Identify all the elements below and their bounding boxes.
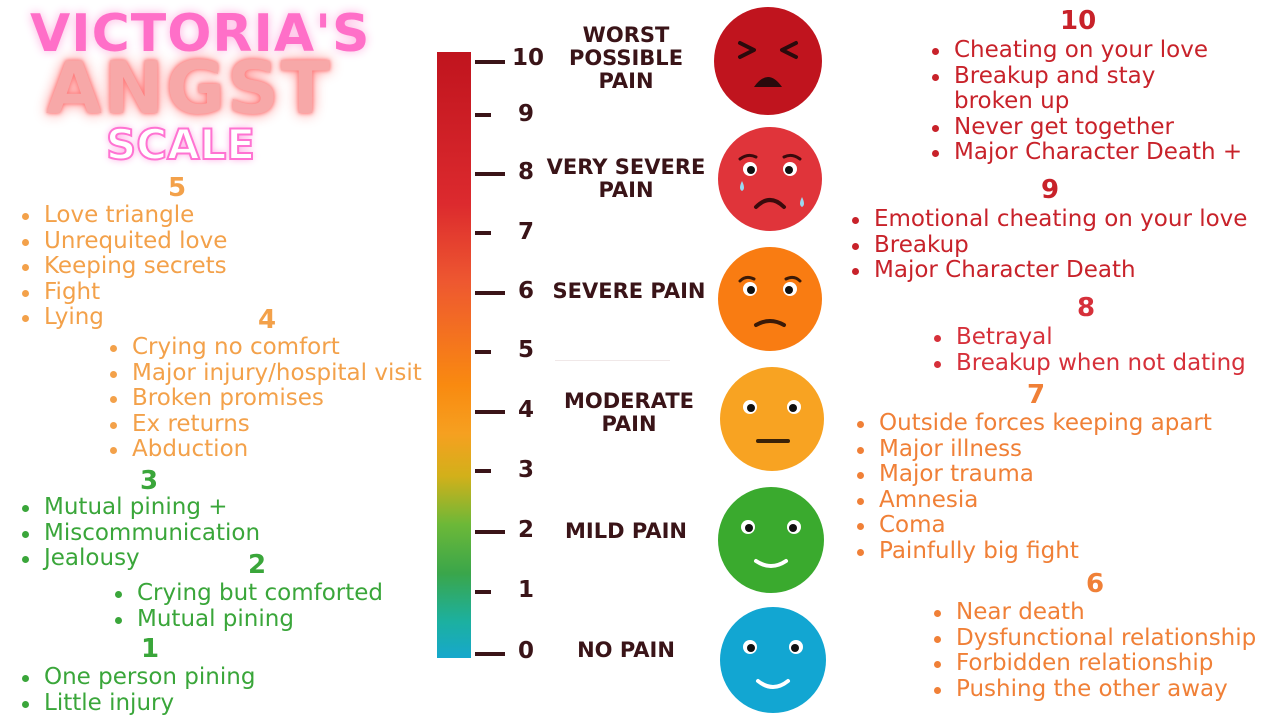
group-6-list: Near death Dysfunctional relationship Fo…	[932, 599, 1256, 703]
scale-number-9: 9	[518, 101, 535, 127]
list-item: Miscommunication	[20, 520, 260, 547]
group-9-list: Emotional cheating on your love Breakup …	[850, 206, 1247, 284]
list-item: Major Character Death +	[930, 140, 1242, 166]
list-item: Ex returns	[108, 411, 422, 438]
label-severe-pain: SEVERE PAIN	[552, 279, 706, 303]
list-item: Lying	[20, 305, 227, 331]
list-item: Crying but comforted	[113, 580, 383, 607]
list-item: Forbidden relationship	[932, 651, 1256, 677]
tick-0	[475, 652, 505, 656]
list-item: Little injury	[20, 690, 255, 717]
tick-5	[475, 350, 491, 354]
tick-1	[475, 590, 491, 594]
group-7-list: Outside forces keeping apart Major illne…	[855, 410, 1212, 565]
group-3-number: 3	[140, 466, 159, 496]
tick-8	[475, 172, 505, 176]
scale-number-8: 8	[518, 159, 535, 185]
group-1-number: 1	[141, 634, 160, 664]
scale-number-4: 4	[518, 397, 535, 423]
list-item: Breakup when not dating	[932, 350, 1246, 377]
group-5-number: 5	[168, 173, 187, 203]
list-item: Love triangle	[20, 202, 227, 229]
label-no-pain: NO PAIN	[577, 638, 675, 662]
divider	[555, 360, 670, 361]
title-scale: SCALE	[105, 119, 256, 170]
list-item: Emotional cheating on your love	[850, 206, 1247, 233]
label-moderate-pain: MODERATE PAIN	[564, 389, 694, 436]
list-item: Never get together	[930, 114, 1242, 141]
list-item: Painfully big fight	[855, 538, 1212, 565]
scale-number-10: 10	[512, 45, 545, 71]
list-item: Unrequited love	[20, 228, 227, 255]
scale-number-7: 7	[518, 219, 535, 245]
smile-face-icon	[718, 487, 824, 593]
group-2-number: 2	[248, 550, 267, 580]
group-1-list: One person pining Little injury	[20, 664, 255, 717]
list-item: Dysfunctional relationship	[932, 625, 1256, 652]
tick-2	[475, 530, 505, 534]
list-item: Broken promises	[108, 386, 422, 412]
list-item: Near death	[932, 599, 1256, 626]
title-angst: ANGST	[46, 46, 333, 130]
list-item: Keeping secrets	[20, 254, 227, 280]
group-8-list: Betrayal Breakup when not dating	[932, 324, 1246, 377]
scale-number-5: 5	[518, 337, 535, 363]
neutral-face-icon	[720, 367, 824, 471]
list-item: Cheating on your love	[930, 37, 1242, 64]
tick-10	[475, 60, 505, 64]
label-worst-possible-pain: WORST POSSIBLE PAIN	[568, 23, 684, 93]
scale-number-6: 6	[518, 278, 535, 304]
group-4-list: Crying no comfort Major injury/hospital …	[108, 334, 422, 463]
list-item: Amnesia	[855, 487, 1212, 514]
group-10-number: 10	[1060, 6, 1097, 36]
group-4-number: 4	[258, 305, 277, 335]
group-9-number: 9	[1041, 175, 1060, 205]
list-item: Mutual pining +	[20, 494, 260, 521]
group-10-list: Cheating on your love Breakup and stay b…	[930, 37, 1242, 166]
list-item: Jealousy	[20, 546, 260, 572]
list-item: Major illness	[855, 436, 1212, 463]
worst-face-icon	[714, 7, 822, 115]
list-item: One person pining	[20, 664, 255, 691]
list-item: Breakup	[850, 232, 1247, 259]
label-very-severe-pain: VERY SEVERE PAIN	[546, 155, 706, 202]
group-7-number: 7	[1027, 380, 1046, 410]
group-8-number: 8	[1077, 293, 1096, 323]
list-item: Mutual pining	[113, 606, 383, 633]
crying-face-icon	[718, 127, 822, 231]
group-5-list: Love triangle Unrequited love Keeping se…	[20, 202, 227, 331]
scale-number-1: 1	[518, 577, 535, 603]
list-item: Major trauma	[855, 462, 1212, 488]
group-3-list: Mutual pining + Miscommunication Jealous…	[20, 494, 260, 572]
scale-number-3: 3	[518, 457, 535, 483]
list-item: Breakup and stay broken up	[930, 63, 1242, 115]
scale-number-0: 0	[518, 638, 535, 664]
list-item: Pushing the other away	[932, 676, 1256, 703]
list-item: Outside forces keeping apart	[855, 410, 1212, 437]
tick-7	[475, 231, 491, 235]
list-item: Major injury/hospital visit	[108, 360, 422, 387]
title-victorias: VICTORIA'S	[30, 4, 371, 64]
group-2-list: Crying but comforted Mutual pining	[113, 580, 383, 633]
scale-number-2: 2	[518, 517, 535, 543]
list-item: Betrayal	[932, 324, 1246, 351]
list-item: Coma	[855, 513, 1212, 539]
pain-scale-bar	[437, 52, 471, 658]
tick-4	[475, 410, 505, 414]
tick-6	[475, 291, 505, 295]
list-item: Abduction	[108, 437, 422, 463]
label-mild-pain: MILD PAIN	[565, 519, 687, 543]
group-6-number: 6	[1086, 569, 1105, 599]
list-item: Major Character Death	[850, 258, 1247, 284]
happy-face-icon	[720, 607, 826, 713]
list-item: Fight	[20, 279, 227, 306]
tick-3	[475, 469, 491, 473]
tick-9	[475, 113, 491, 117]
sad-face-icon	[718, 247, 822, 351]
list-item: Crying no comfort	[108, 334, 422, 361]
